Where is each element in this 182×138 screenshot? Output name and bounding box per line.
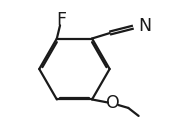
Text: O: O <box>106 95 120 112</box>
Text: N: N <box>139 17 152 34</box>
Text: F: F <box>56 11 66 29</box>
